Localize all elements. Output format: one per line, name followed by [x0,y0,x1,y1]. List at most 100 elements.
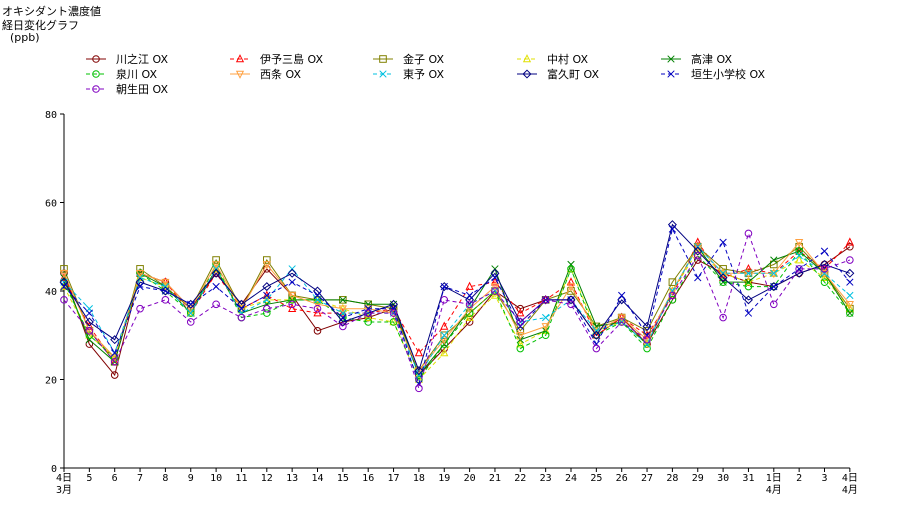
data-point [541,325,550,335]
data-point [770,300,778,309]
data-point [668,225,677,233]
data-point [237,305,246,314]
x-tick-label: 6 [112,473,118,484]
data-point [744,269,753,277]
x-tick-label: 8 [162,473,168,484]
series-10 [60,225,854,388]
x-tick-label: 27 [641,473,653,484]
x-tick-label: 19 [438,473,450,484]
data-point [186,308,195,317]
legend-marker [235,54,245,63]
x-tick-label: 17 [388,473,400,484]
data-point [541,331,550,340]
data-point [566,277,576,286]
data-point [719,265,727,273]
data-point [237,305,246,313]
legend-item: 垣生小学校 OX [661,67,765,81]
y-tick-label: 60 [45,199,57,210]
data-point [845,303,854,312]
legend-item: 西条 OX [230,67,301,81]
x-tick-label: 2 [796,473,802,484]
legend-marker [92,55,100,63]
data-point [642,339,652,348]
data-point [313,296,322,304]
data-point [719,238,727,246]
legend-item: 金子 OX [373,52,444,66]
chart-legend: 川之江 OX 伊予三島 OX 金子 OX 中村 OX 高津 OX 泉川 OX 西条 OX 東予… [86,52,765,96]
x-tick-label: 16 [362,473,374,484]
x-tick-label: 22 [514,473,526,484]
data-point [795,251,803,260]
data-point [820,272,829,282]
x-tick-label: 23 [540,473,552,484]
data-point [136,265,144,273]
x-tick-label: 26 [616,473,628,484]
x-tick-label: 3 [821,473,827,484]
data-point [819,259,830,269]
x-tick-label: 12 [261,473,273,484]
data-point [592,327,601,336]
data-point [567,300,575,309]
data-point [85,327,94,335]
series-line [63,245,851,377]
data-point [770,256,778,264]
legend-item: 東予 OX [373,68,444,81]
data-point [718,270,728,279]
y-tick-label: 0 [51,464,57,475]
data-point [795,247,803,255]
y-tick-label: 80 [45,110,57,121]
data-point [744,229,753,238]
x-tick-label: 15 [337,473,349,484]
x-tick-label: 4日 [56,473,72,484]
data-point [719,278,727,286]
chart-title-line-1: オキシダント濃度値 [2,4,101,18]
data-point [414,366,424,376]
data-point [60,282,68,291]
x-tick-label: 1日 [766,473,782,484]
legend-label: 富久町 OX [547,67,599,81]
data-point [135,270,145,279]
data-point [187,309,195,317]
data-point [339,322,347,331]
legend-item: 泉川 OX [86,67,157,81]
data-point [440,321,449,330]
data-point [440,336,449,345]
x-tick-label: 30 [717,473,729,484]
legend-item: 川之江 OX [86,52,168,66]
data-point [313,300,322,310]
data-point [110,335,120,345]
legend-marker [92,70,100,78]
legend-label: 高津 OX [691,52,732,66]
data-point [693,243,702,252]
legend-item: 伊予三島 OX [230,52,323,66]
data-point [846,278,854,286]
data-point [643,335,651,344]
data-point [516,308,525,317]
data-point [846,242,854,251]
legend-marker [92,85,100,93]
data-point [415,384,423,393]
legend-label: 泉川 OX [116,67,157,81]
data-point [668,278,677,286]
x-tick-month-label: 4月 [842,484,858,496]
data-point [795,255,804,264]
series-line [63,250,851,381]
data-point [59,281,69,290]
data-point [212,282,220,291]
y-tick-label: 20 [45,376,57,387]
data-point [820,263,829,273]
legend-label: 伊予三島 OX [260,52,323,66]
data-point [719,313,727,322]
data-point [795,239,804,248]
data-point [211,261,221,270]
data-point [592,344,601,353]
data-point [440,348,449,357]
data-point [566,283,576,292]
data-point [111,349,119,357]
data-point [161,278,170,288]
data-point [744,309,753,317]
data-point [186,305,195,314]
data-point [110,371,119,379]
data-point [820,270,829,279]
